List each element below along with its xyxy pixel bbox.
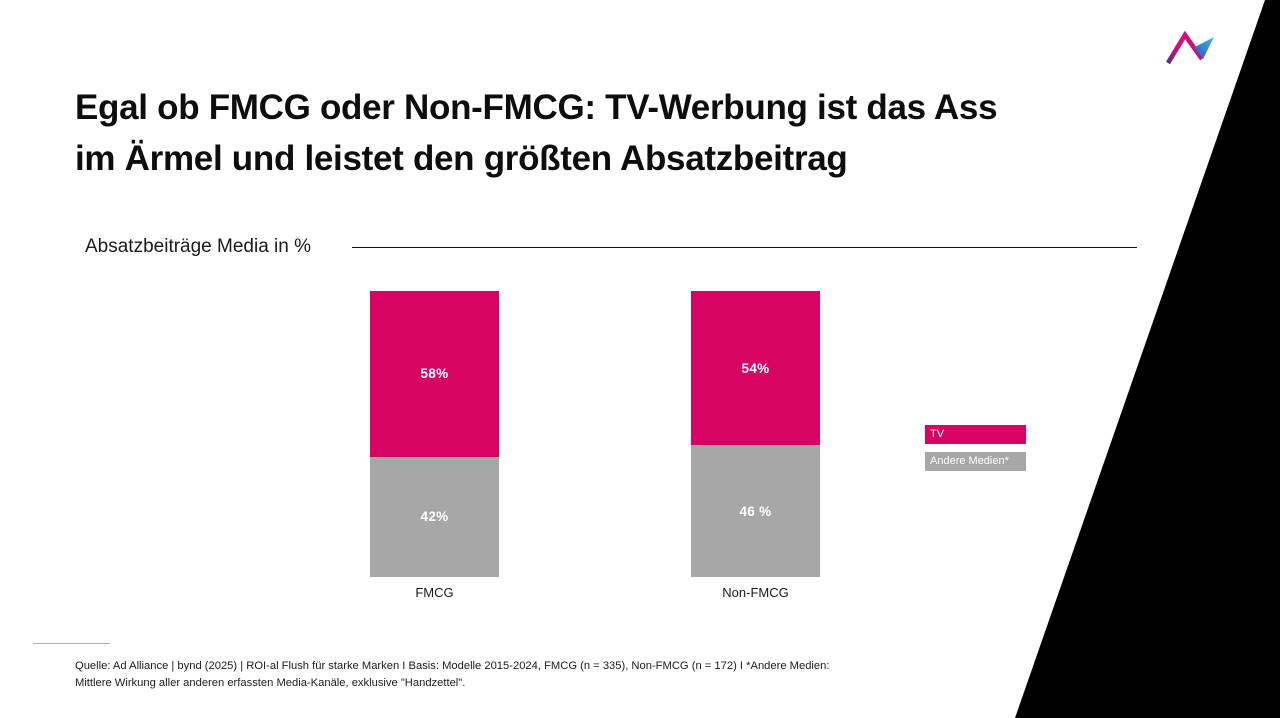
source-note-line1: Quelle: Ad Alliance | bynd (2025) | ROI-…	[75, 660, 830, 672]
stacked-bar-fmcg: 58% 42%	[370, 291, 499, 577]
bar-segment-andere-medien--non-fmcg: 46 %	[691, 445, 820, 577]
segment-value-label: 54%	[741, 360, 770, 376]
chart-section-label: Absatzbeiträge Media in %	[85, 236, 312, 257]
legend-item-tv: TV	[925, 425, 1026, 444]
legend-label-tv: TV	[930, 428, 945, 440]
brand-logo-icon	[1166, 30, 1214, 65]
stacked-bar-non-fmcg: 54% 46 %	[691, 291, 820, 577]
chart-legend: TV Andere Medien*	[925, 425, 1026, 471]
slide-title-line2: im Ärmel und leistet den größten Absatzb…	[75, 139, 848, 178]
slide-title: Egal ob FMCG oder Non-FMCG: TV-Werbung i…	[75, 82, 1075, 184]
legend-label-andere-medien: Andere Medien*	[930, 455, 1009, 467]
bar-segment-tv-fmcg: 58%	[370, 291, 499, 457]
category-label-non-fmcg: Non-FMCG	[722, 585, 789, 600]
bar-segment-andere-medien--fmcg: 42%	[370, 456, 499, 577]
header-rule-line	[352, 247, 1137, 248]
source-note-line2: Mittlere Wirkung aller anderen erfassten…	[75, 677, 466, 689]
category-label-fmcg: FMCG	[415, 585, 454, 600]
bar-segment-tv-non-fmcg: 54%	[691, 291, 820, 446]
footer-divider-line	[33, 643, 110, 644]
segment-value-label: 46 %	[739, 503, 772, 519]
source-note: Quelle: Ad Alliance | bynd (2025) | ROI-…	[75, 658, 915, 692]
segment-value-label: 42%	[420, 509, 449, 525]
legend-item-andere-medien: Andere Medien*	[925, 452, 1026, 471]
slide-title-line1: Egal ob FMCG oder Non-FMCG: TV-Werbung i…	[75, 88, 998, 127]
segment-value-label: 58%	[420, 366, 449, 382]
